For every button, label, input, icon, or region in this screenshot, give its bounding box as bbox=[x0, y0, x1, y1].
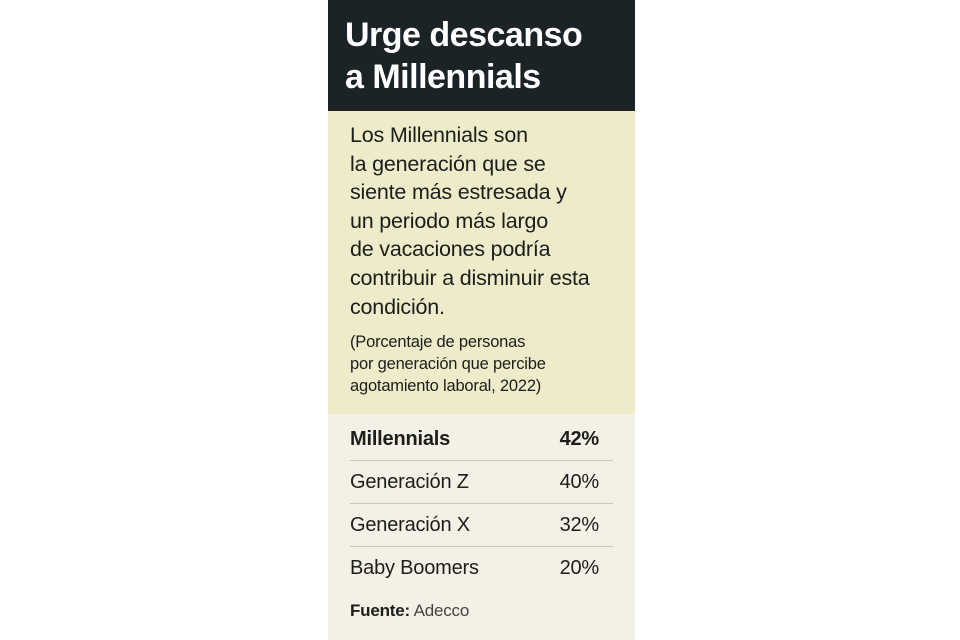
table-row: Generación Z 40% bbox=[350, 461, 613, 504]
title-line-1: Urge descanso bbox=[345, 16, 583, 54]
description-line: de vacaciones podría bbox=[350, 237, 551, 262]
row-value: 20% bbox=[559, 557, 600, 579]
description-line: la generación que se bbox=[350, 151, 546, 176]
row-value: 32% bbox=[559, 513, 600, 536]
note-line: por generación que percibe bbox=[350, 355, 546, 374]
description: Los Millennials son la generación que se… bbox=[350, 121, 621, 321]
intro-panel: Los Millennials son la generación que se… bbox=[328, 111, 635, 414]
title: Urge descanso a Millennials bbox=[345, 14, 619, 98]
table-row: Generación X 32% bbox=[350, 504, 613, 547]
table-row: Baby Boomers 20% bbox=[350, 547, 613, 590]
note-line: agotamiento laboral, 2022) bbox=[350, 377, 542, 396]
note-line: (Porcentaje de personas bbox=[350, 333, 526, 352]
description-line: condición. bbox=[350, 294, 445, 319]
data-table: Millennials 42% Generación Z 40% Generac… bbox=[350, 418, 613, 590]
source: Fuente: Adecco bbox=[350, 601, 469, 621]
table-row: Millennials 42% bbox=[350, 418, 613, 461]
note: (Porcentaje de personas por generación q… bbox=[350, 331, 621, 397]
row-value: 40% bbox=[559, 470, 600, 493]
source-label: Fuente: bbox=[350, 601, 410, 620]
row-label: Generación X bbox=[350, 513, 470, 536]
row-label: Baby Boomers bbox=[350, 557, 479, 579]
source-name: Adecco bbox=[413, 601, 470, 620]
description-line: Los Millennials son bbox=[350, 123, 528, 147]
row-label: Generación Z bbox=[350, 470, 469, 493]
description-line: un periodo más largo bbox=[350, 208, 548, 233]
title-line-2: a Millennials bbox=[345, 58, 541, 96]
description-line: contribuir a disminuir esta bbox=[350, 265, 590, 290]
infographic-card: Urge descanso a Millennials Los Millenni… bbox=[328, 0, 635, 640]
row-value: 42% bbox=[559, 427, 600, 450]
description-line: siente más estresada y bbox=[350, 180, 567, 205]
row-label: Millennials bbox=[350, 427, 451, 450]
header: Urge descanso a Millennials bbox=[328, 0, 635, 111]
